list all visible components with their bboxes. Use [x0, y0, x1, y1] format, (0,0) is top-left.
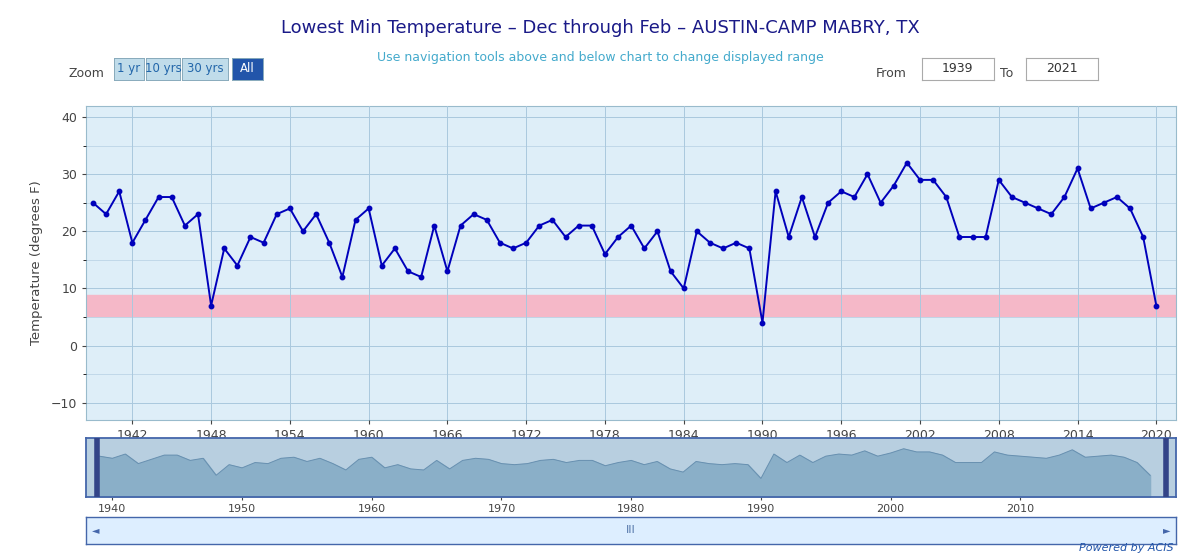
- Text: III: III: [626, 525, 636, 535]
- Text: Powered by ACIS: Powered by ACIS: [1079, 543, 1174, 553]
- Text: 10 yrs: 10 yrs: [145, 62, 181, 76]
- Text: All: All: [240, 62, 254, 76]
- Text: Zoom: Zoom: [68, 67, 104, 80]
- Text: 30 yrs: 30 yrs: [187, 62, 223, 76]
- Text: ◄: ◄: [92, 525, 100, 535]
- Text: 1 yr: 1 yr: [118, 62, 140, 76]
- Text: To: To: [1000, 67, 1013, 80]
- Y-axis label: Temperature (degrees F): Temperature (degrees F): [30, 180, 43, 345]
- Text: Lowest Min Temperature – Dec through Feb – AUSTIN-CAMP MABRY, TX: Lowest Min Temperature – Dec through Feb…: [281, 19, 919, 37]
- Bar: [86, 295, 1176, 316]
- Text: From: From: [876, 67, 907, 80]
- Text: Use navigation tools above and below chart to change displayed range: Use navigation tools above and below cha…: [377, 51, 823, 64]
- Text: ►: ►: [1163, 525, 1170, 535]
- Text: 1939: 1939: [942, 62, 973, 76]
- Text: 2021: 2021: [1046, 62, 1078, 76]
